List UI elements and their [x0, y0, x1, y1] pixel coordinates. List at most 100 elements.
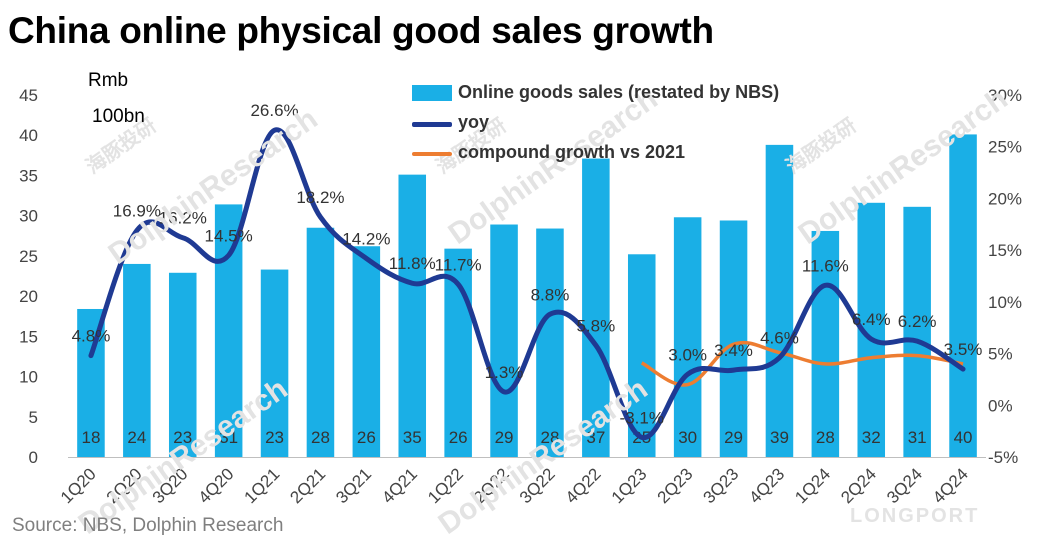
- bar: [903, 206, 931, 457]
- yoy-value-label: 5.8%: [576, 316, 615, 335]
- bar-value-label: 28: [816, 428, 835, 447]
- left-tick-label: 30: [19, 207, 38, 226]
- bar: [444, 248, 472, 457]
- unit-label: Rmb: [88, 70, 129, 91]
- x-tick-label: 4Q22: [562, 464, 605, 507]
- left-tick-label: 10: [19, 368, 38, 387]
- left-tick-label: 25: [19, 247, 38, 266]
- yoy-value-label: 16.9%: [113, 201, 161, 220]
- yoy-value-label: 3.5%: [944, 340, 983, 359]
- watermark-longport: LONGPORT: [850, 505, 980, 527]
- bar-value-label: 23: [173, 428, 192, 447]
- bar-value-label: 39: [770, 428, 789, 447]
- bar-value-label: 26: [449, 428, 468, 447]
- bar: [949, 134, 977, 457]
- bar-value-label: 37: [586, 428, 605, 447]
- legend-label: yoy: [458, 112, 490, 132]
- yoy-value-label: 6.2%: [898, 312, 937, 331]
- bar: [398, 174, 427, 457]
- yoy-value-label: 3.0%: [668, 345, 707, 364]
- x-tick-label: 3Q23: [700, 464, 743, 507]
- left-tick-label: 0: [29, 448, 38, 467]
- bar: [673, 217, 702, 457]
- yoy-value-label: 1.3%: [485, 363, 524, 382]
- yoy-value-label: -3.1%: [620, 408, 664, 427]
- bar-value-label: 28: [540, 428, 559, 447]
- bar: [582, 158, 610, 457]
- bar: [123, 263, 151, 457]
- x-tick-label: 2Q24: [837, 464, 880, 507]
- yoy-value-label: 18.2%: [296, 188, 344, 207]
- bar-series: [77, 134, 977, 457]
- right-tick-label: 5%: [988, 345, 1013, 364]
- bar-value-label: 29: [724, 428, 743, 447]
- bar-value-label: 23: [265, 428, 284, 447]
- left-tick-label: 40: [19, 126, 38, 145]
- bar: [536, 228, 564, 457]
- legend-label: compound growth vs 2021: [458, 142, 686, 162]
- right-tick-label: 30%: [988, 86, 1022, 105]
- right-tick-label: 0%: [988, 396, 1013, 415]
- bar-value-label: 18: [81, 428, 100, 447]
- bar-value-label: 24: [127, 428, 146, 447]
- x-tick-label: 4Q24: [929, 464, 972, 507]
- right-tick-label: 20%: [988, 189, 1022, 208]
- bar: [811, 230, 840, 457]
- line-series: [88, 127, 966, 440]
- x-tick-label: 4Q20: [195, 464, 238, 507]
- bar-value-label: 28: [311, 428, 330, 447]
- bar: [306, 227, 335, 457]
- x-tick-label: 4Q21: [378, 464, 421, 507]
- bar-value-label: 29: [495, 428, 514, 447]
- x-tick-label: 1Q23: [608, 464, 651, 507]
- bar-value-label: 26: [357, 428, 376, 447]
- bar-value-label: 35: [403, 428, 422, 447]
- x-tick-label: 1Q24: [791, 464, 834, 507]
- bar-value-label: 31: [219, 428, 238, 447]
- bar: [765, 144, 794, 457]
- left-tick-label: 35: [19, 166, 38, 185]
- bar-value-label: 31: [908, 428, 927, 447]
- bar-value-labels: 18 24 23 31 23 28 26 35 26 29 28 37 25 30 29 39 28 32 31 40: [81, 428, 972, 447]
- right-tick-label: 10%: [988, 293, 1022, 312]
- bar-value-label: 40: [954, 428, 973, 447]
- yoy-value-label: 4.6%: [760, 329, 799, 348]
- bar-value-label: 32: [862, 428, 881, 447]
- unit-label: 100bn: [92, 106, 145, 127]
- yoy-value-label: 11.8%: [389, 254, 436, 273]
- right-tick-label: -5%: [988, 448, 1018, 467]
- yoy-value-label: 14.5%: [205, 226, 253, 245]
- source-note: Source: NBS, Dolphin Research: [12, 515, 284, 536]
- bar: [260, 269, 289, 457]
- bar: [627, 254, 656, 457]
- bar: [490, 224, 518, 457]
- legend-label: Online goods sales (restated by NBS): [458, 82, 780, 102]
- right-tick-label: 15%: [988, 241, 1022, 260]
- x-tick-label: 1Q21: [241, 464, 284, 507]
- yoy-value-label: 14.2%: [342, 229, 390, 248]
- left-tick-label: 20: [19, 287, 38, 306]
- x-tick-label: 2Q21: [286, 464, 329, 507]
- compound-growth-line: [640, 340, 964, 387]
- x-tick-label: 3Q24: [883, 464, 926, 507]
- left-tick-label: 5: [29, 408, 38, 427]
- x-tick-label: 4Q23: [745, 464, 788, 507]
- chart-title: China online physical good sales growth: [8, 10, 714, 51]
- x-tick-label: 3Q21: [332, 464, 375, 507]
- left-tick-label: 15: [19, 327, 38, 346]
- yoy-line: [88, 127, 966, 440]
- yoy-value-label: 11.7%: [435, 255, 482, 274]
- left-tick-label: 45: [19, 86, 38, 105]
- bar: [719, 220, 748, 457]
- yoy-value-label: 4.8%: [72, 327, 111, 346]
- yoy-value-label: 11.6%: [802, 256, 849, 275]
- left-axis: 0 5 10 15 20 25 30 35 40 45: [19, 86, 38, 467]
- right-tick-label: 25%: [988, 138, 1022, 157]
- bar-value-label: 30: [678, 428, 697, 447]
- bar: [168, 272, 197, 457]
- bar: [214, 204, 243, 457]
- yoy-value-label: 26.6%: [250, 101, 298, 120]
- yoy-value-labels: 4.8%16.9%16.2%14.5%26.6%18.2%14.2%11.8%1…: [72, 101, 983, 427]
- legend-swatch-bar: [412, 85, 452, 101]
